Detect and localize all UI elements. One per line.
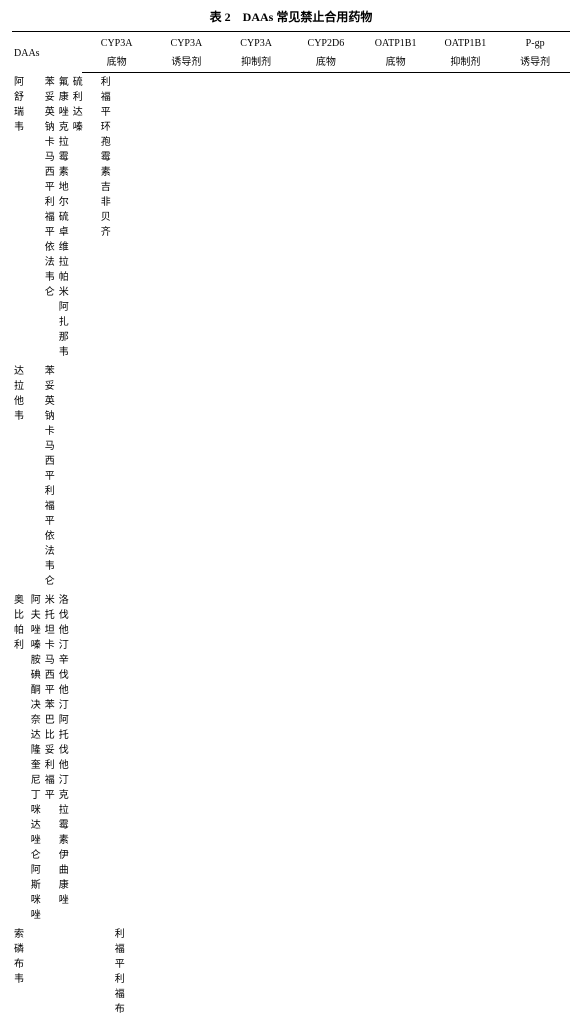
table-cell (85, 591, 99, 925)
table-cell (113, 362, 127, 591)
table-cell: 阿夫唑嗪 胺碘酮 决奈达隆 奎尼丁 咪达唑仑 阿斯咪唑 (29, 591, 43, 925)
col-header-top: CYP3A (152, 32, 222, 54)
row-header: 索磷布韦 (12, 925, 29, 1018)
col-header-sub: 底物 (291, 53, 361, 73)
col-header-top: OATP1B1 (431, 32, 501, 54)
table-cell (43, 925, 57, 1018)
table-cell (57, 362, 71, 591)
col-header-top: CYP3A (221, 32, 291, 54)
col-header-sub: 抑制剂 (431, 53, 501, 73)
col-header-top: CYP2D6 (291, 32, 361, 54)
col-header-top: OATP1B1 (361, 32, 431, 54)
table-title: 表 2 DAAs 常见禁止合用药物 (12, 8, 570, 25)
col-header-top: DAAs (12, 32, 82, 73)
table-cell: 洛伐他汀 辛伐他汀 阿托伐他汀 克拉霉素 伊曲康唑 (57, 591, 71, 925)
table-cell (29, 925, 43, 1018)
col-header-sub: 诱导剂 (152, 53, 222, 73)
table-cell (71, 362, 85, 591)
table-cell (29, 73, 43, 362)
table-cell: 利福平 利福布汀 卡马西平 莫达非尼 (113, 925, 127, 1018)
row-header: 奥比帕利 (12, 591, 29, 925)
table-cell: 苯妥英钠 卡马西平 利福平 依法韦仑 (43, 362, 57, 591)
col-header-top: P-gp (500, 32, 570, 54)
table-cell (71, 591, 85, 925)
col-header-sub: 诱导剂 (500, 53, 570, 73)
table-cell (85, 925, 99, 1018)
table-cell: 氟康唑 克拉霉素 地尔硫卓 维拉帕米 阿扎那韦 (57, 73, 71, 362)
col-header-sub: 底物 (82, 53, 152, 73)
col-header-top: CYP3A (82, 32, 152, 54)
row-header: 达拉他韦 (12, 362, 29, 591)
table-cell (85, 362, 99, 591)
table-cell (99, 591, 113, 925)
table-cell (71, 925, 85, 1018)
table-cell (99, 362, 113, 591)
col-header-sub: 底物 (361, 53, 431, 73)
row-header: 阿舒瑞韦 (12, 73, 29, 362)
table-cell (113, 73, 127, 362)
table-cell: 硫利达嗪 (71, 73, 85, 362)
table-cell (99, 925, 113, 1018)
daas-table: DAAsCYP3ACYP3ACYP3ACYP2D6OATP1B1OATP1B1P… (12, 31, 570, 1018)
col-header-sub: 抑制剂 (221, 53, 291, 73)
table-cell (29, 362, 43, 591)
table-cell: 利福平 环孢霉素 吉非贝齐 (99, 73, 113, 362)
table-cell (57, 925, 71, 1018)
table-cell (85, 73, 99, 362)
table-cell (113, 591, 127, 925)
table-cell: 苯妥英钠 卡马西平 利福平 依法韦仑 (43, 73, 57, 362)
table-cell: 米托坦 卡马西平 苯巴比妥 利福平 (43, 591, 57, 925)
